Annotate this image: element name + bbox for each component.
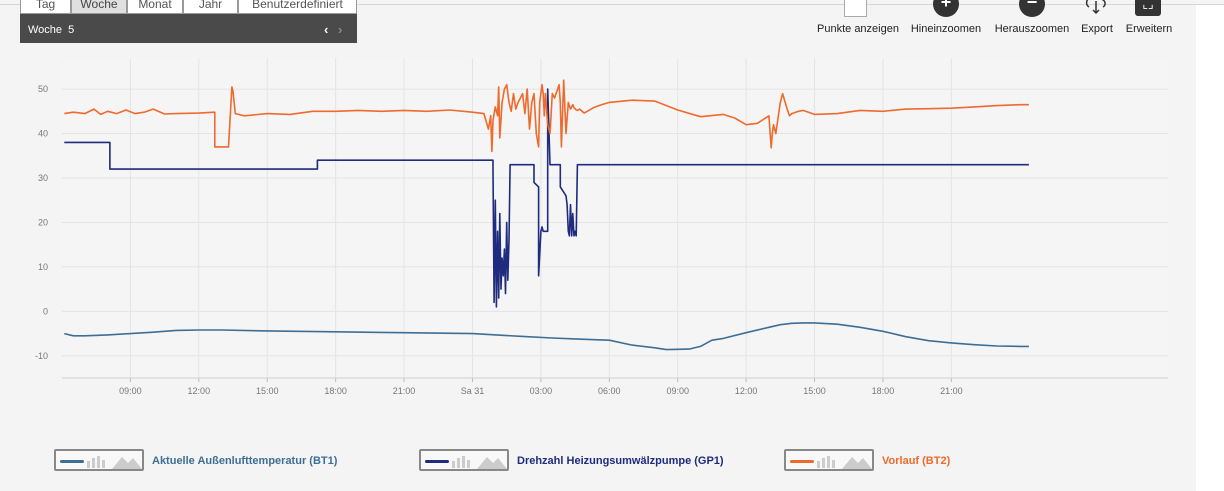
- week-number: 5: [68, 24, 75, 36]
- bar-chart-icon: [817, 456, 835, 468]
- zoom-out-button[interactable]: − Herauszoomen: [990, 0, 1074, 40]
- x-tick-label: Sa 31: [461, 386, 485, 396]
- cloud-download-icon: [1085, 0, 1106, 15]
- show-points-label: Punkte anzeigen: [817, 23, 899, 35]
- area-chart-icon: [477, 457, 507, 469]
- y-tick-label: 0: [43, 306, 48, 316]
- x-tick-label: 15:00: [256, 386, 279, 396]
- x-tick-label: 12:00: [735, 386, 758, 396]
- period-tabs: Tag Woche Monat Jahr Benutzerdefiniert: [20, 0, 357, 16]
- series-line-pump: [64, 88, 1029, 308]
- series-line-outdoor: [64, 322, 1029, 351]
- legend-line-icon: [790, 460, 814, 463]
- plus-icon: +: [933, 0, 959, 17]
- legend-line-icon: [425, 460, 449, 463]
- x-tick-label: 18:00: [324, 386, 347, 396]
- expand-icon: ⌞⌟: [1135, 0, 1161, 16]
- x-tick-label: 21:00: [940, 386, 963, 396]
- right-margin: [1196, 5, 1224, 491]
- y-axis-ticks: -10 0 10 20 30 40 50: [35, 84, 48, 361]
- zoom-out-label: Herauszoomen: [994, 23, 1070, 35]
- plot-area: [62, 58, 1168, 378]
- x-tick-label: 15:00: [803, 386, 826, 396]
- period-selector: Tag Woche Monat Jahr Benutzerdefiniert W…: [20, 0, 357, 43]
- tab-custom[interactable]: Benutzerdefiniert: [238, 0, 357, 14]
- show-points-checkbox[interactable]: [844, 0, 867, 17]
- x-axis-ticks: 09:00 12:00 15:00 18:00 21:00 Sa 31 03:00 06:00…: [119, 378, 963, 396]
- legend-label-flow: Vorlauf (BT2): [882, 455, 951, 467]
- export-label: Export: [1081, 23, 1113, 35]
- week-indicator: Woche 5: [28, 24, 74, 36]
- legend-swatch-box: [419, 449, 509, 471]
- bar-chart-icon: [452, 456, 470, 468]
- legend-swatch-box: [54, 449, 144, 471]
- x-tick-label: 06:00: [598, 386, 621, 396]
- area-chart-icon: [112, 457, 142, 469]
- legend-label-outdoor: Aktuelle Außenlufttemperatur (BT1): [152, 455, 338, 467]
- chevron-right-icon[interactable]: ›: [338, 22, 343, 37]
- y-tick-label: 10: [38, 262, 48, 272]
- area-chart-icon: [842, 457, 872, 469]
- export-button[interactable]: Export: [1076, 0, 1118, 40]
- top-divider: [0, 4, 1224, 5]
- chevron-left-icon[interactable]: ‹: [324, 22, 329, 37]
- tab-month[interactable]: Monat: [127, 0, 183, 14]
- x-tick-label: 03:00: [530, 386, 553, 396]
- expand-label: Erweitern: [1125, 23, 1173, 35]
- x-tick-label: 09:00: [119, 386, 142, 396]
- show-points-toggle[interactable]: Punkte anzeigen: [812, 0, 904, 40]
- y-tick-label: 50: [38, 84, 48, 94]
- grid-lines: [62, 58, 1168, 378]
- x-tick-label: 09:00: [666, 386, 689, 396]
- y-tick-label: 30: [38, 173, 48, 183]
- week-label: Woche: [28, 24, 63, 36]
- minus-icon: −: [1019, 0, 1045, 17]
- bar-chart-icon: [87, 456, 105, 468]
- series-line-flow: [64, 79, 1029, 153]
- series-lines: [64, 79, 1029, 351]
- tab-year[interactable]: Jahr: [183, 0, 238, 14]
- zoom-in-label: Hineinzoomen: [910, 23, 982, 35]
- tab-week[interactable]: Woche: [71, 0, 127, 14]
- x-tick-label: 12:00: [188, 386, 211, 396]
- x-tick-label: 21:00: [393, 386, 416, 396]
- legend-swatch-box: [784, 449, 874, 471]
- zoom-in-button[interactable]: + Hineinzoomen: [906, 0, 986, 40]
- legend-line-icon: [60, 460, 84, 463]
- y-tick-label: -10: [35, 351, 48, 361]
- y-tick-label: 40: [38, 129, 48, 139]
- tab-day[interactable]: Tag: [20, 0, 71, 14]
- expand-button[interactable]: ⌞⌟ Erweitern: [1122, 0, 1176, 40]
- legend-label-pump: Drehzahl Heizungsumwälzpumpe (GP1): [517, 455, 724, 467]
- x-tick-label: 18:00: [872, 386, 895, 396]
- y-tick-label: 20: [38, 217, 48, 227]
